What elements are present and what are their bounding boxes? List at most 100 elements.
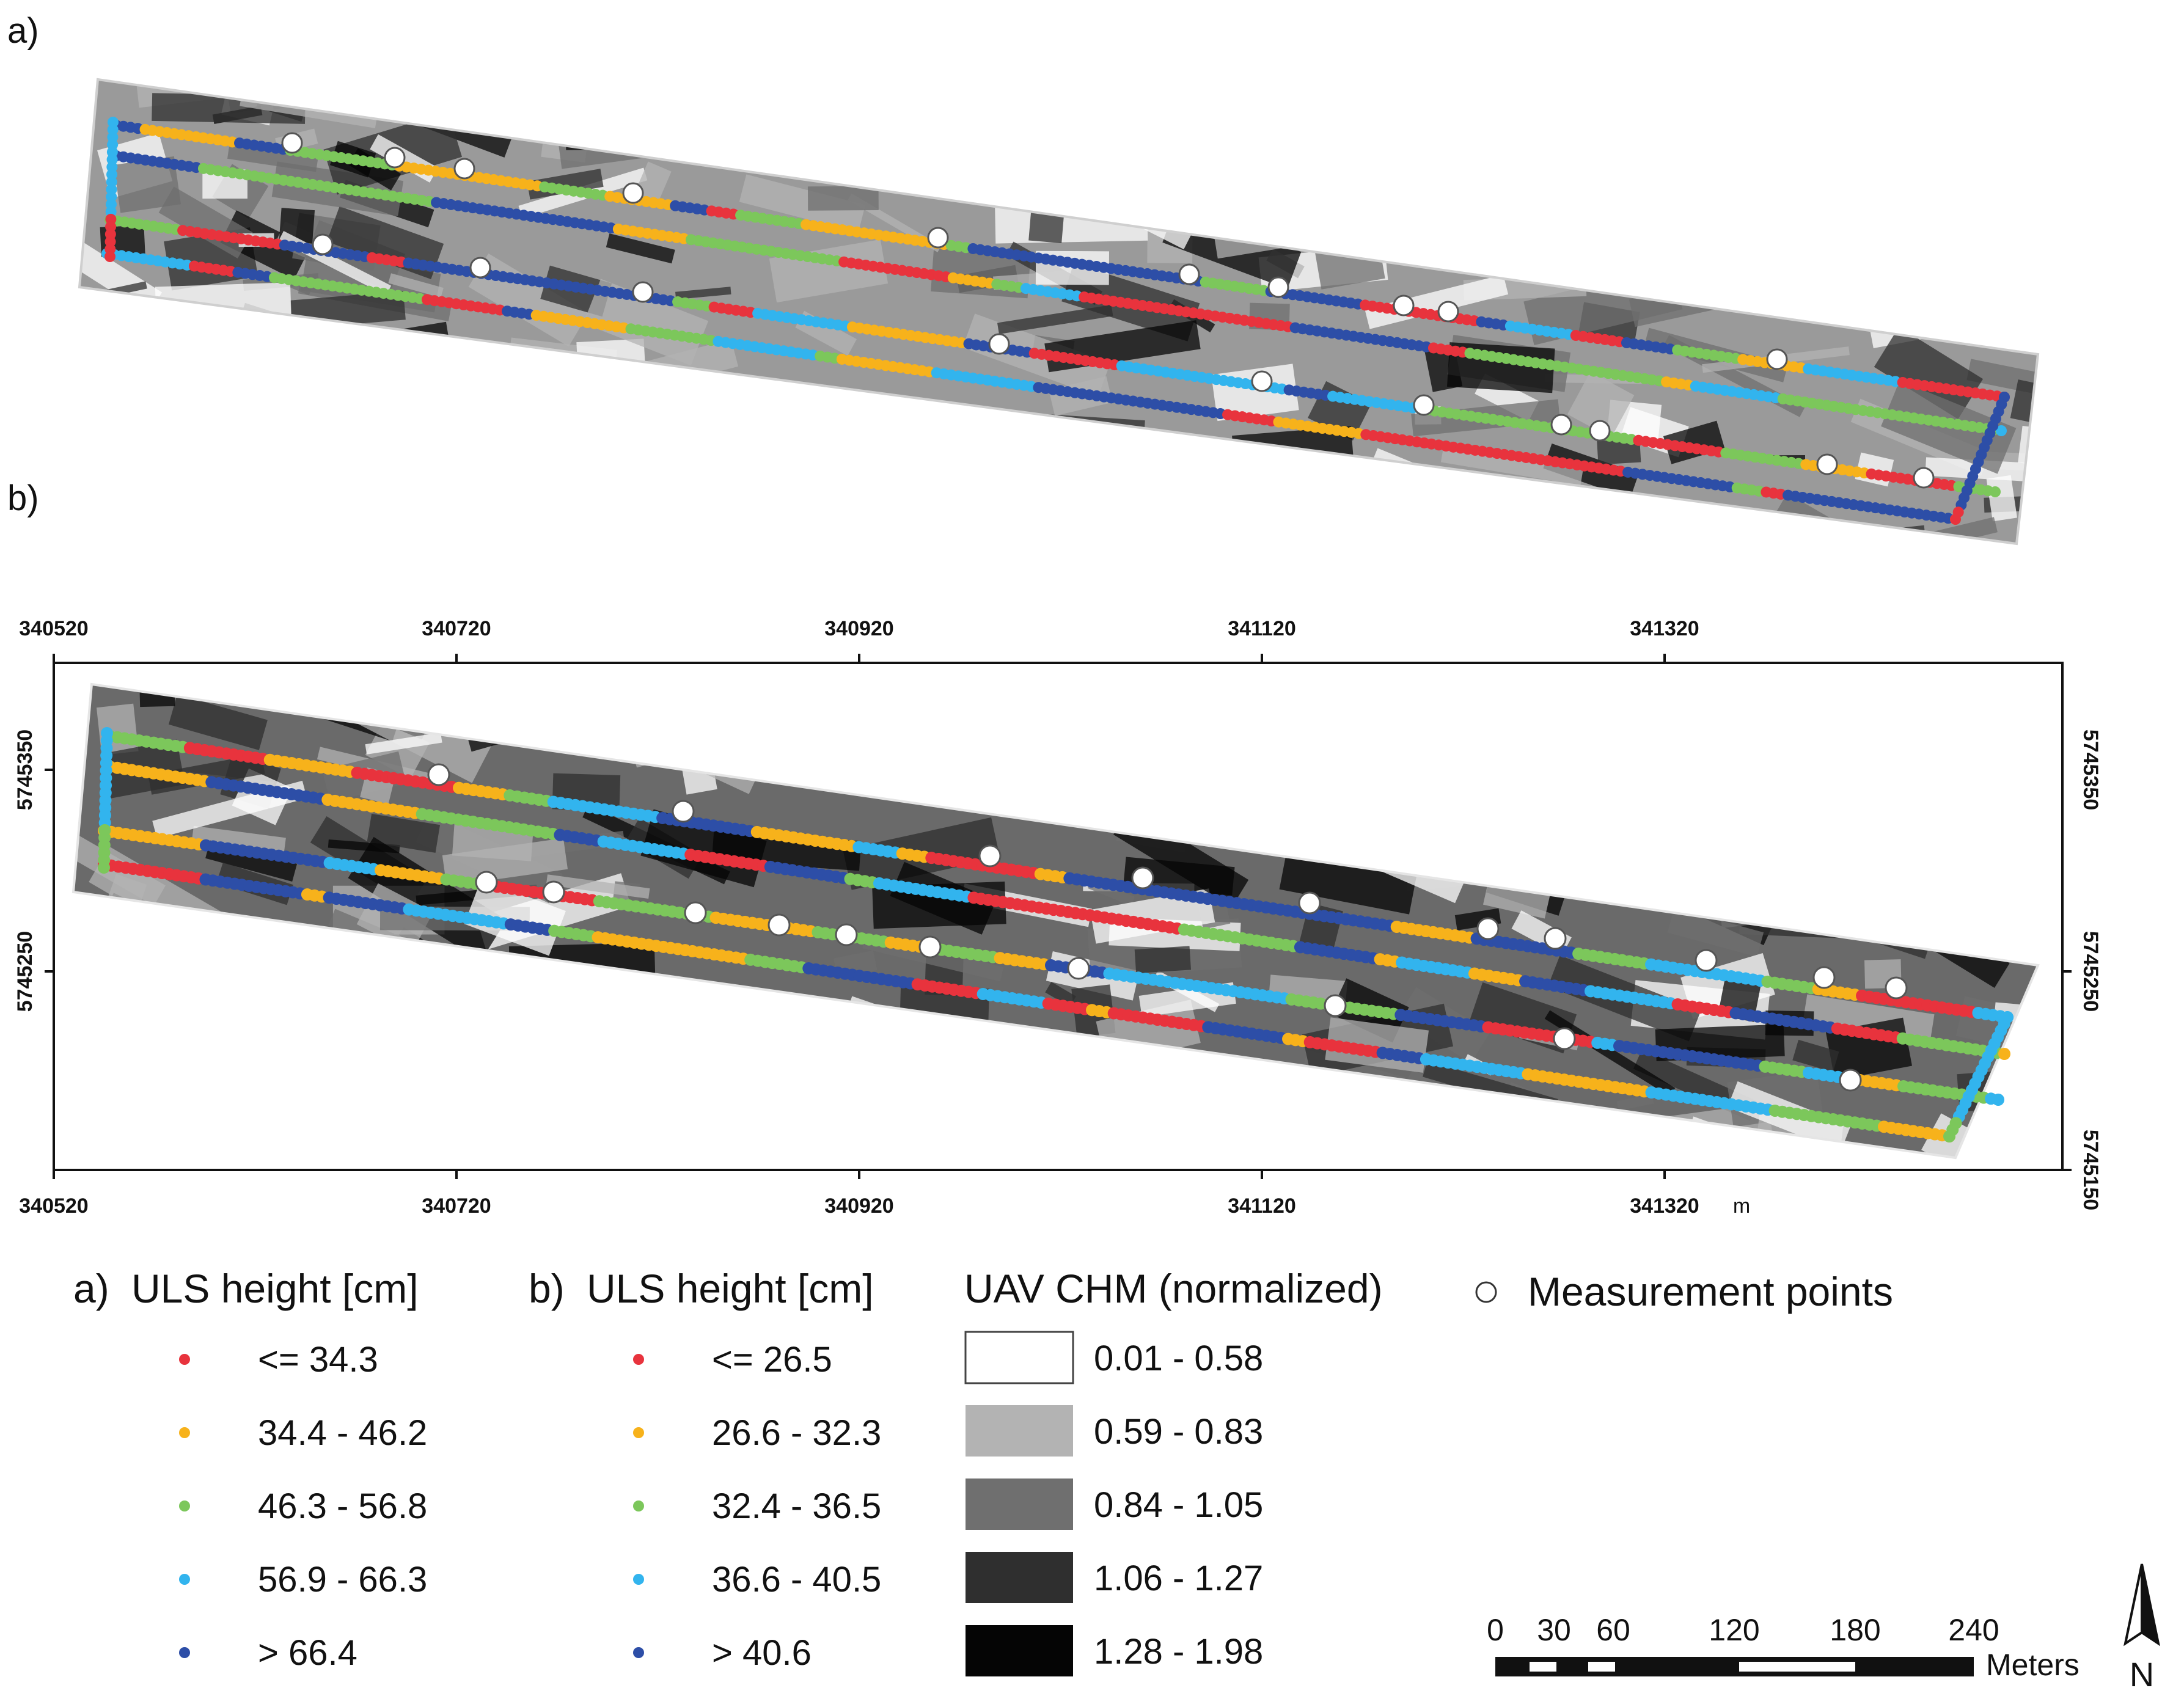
chm-patch [116, 350, 163, 377]
panel-b-uls-track [98, 727, 2014, 1142]
chm-patch [1604, 508, 1714, 544]
chm-patch [1352, 169, 1509, 198]
scale-label-60: 60 [1596, 1613, 1630, 1647]
chm-patch [1000, 442, 1079, 499]
chm-patch [1960, 312, 1995, 344]
legend-b-swatch-1 [633, 1427, 644, 1438]
measurement-point [1816, 453, 1838, 475]
chm-patch [1296, 185, 1382, 206]
chm-patch [675, 287, 731, 300]
chm-patch [2044, 147, 2127, 193]
panel-a-map [78, 62, 2127, 546]
chm-patch [1013, 112, 1108, 172]
chm-patch [974, 522, 1106, 544]
legend-b-label-4: > 40.6 [712, 1633, 812, 1673]
legend-measurement-point-symbol [1475, 1281, 1497, 1303]
legend-a-title: ULS height [cm] [131, 1266, 419, 1311]
measurement-point [1839, 1069, 1862, 1092]
measurement-point [542, 880, 565, 904]
chm-patch [848, 453, 977, 525]
uls-point [1996, 425, 2007, 436]
chm-patch [788, 458, 881, 480]
measurement-point [281, 132, 303, 154]
chm-patch [388, 273, 444, 298]
x-tick-bottom-0: 340520 [19, 1194, 88, 1218]
chm-patch [1327, 113, 1377, 159]
chm-patch [1481, 488, 1585, 525]
chm-patch [606, 233, 675, 264]
chm-patch [1731, 79, 1776, 131]
legend-measurement-points-label: Measurement points [1528, 1269, 1893, 1314]
chm-patch [964, 533, 1108, 544]
chm-patch [640, 809, 767, 888]
chm-patch [231, 419, 309, 491]
chm-patch [417, 479, 515, 544]
x-tick-bottom-3: 341120 [1228, 1194, 1296, 1218]
chm-patch [595, 62, 642, 78]
chm-patch [79, 539, 162, 544]
chm-patch [823, 508, 870, 544]
chm-patch [285, 370, 400, 440]
panel-a-label: a) [7, 11, 39, 51]
measurement-point [1267, 276, 1289, 298]
chm-patch [807, 186, 879, 211]
measurement-point [1324, 994, 1347, 1017]
chm-patch [750, 505, 889, 544]
chm-patch [1663, 420, 1725, 464]
chm-patch [248, 511, 396, 544]
chm-patch [1536, 145, 1653, 194]
legend-chm-swatch-4 [966, 1625, 1073, 1676]
measurement-point [978, 844, 1002, 868]
y-tick-right-2: 5745150 [2079, 1130, 2102, 1210]
chm-patch [571, 79, 713, 145]
measurement-point [918, 935, 942, 959]
legend-a-swatch-2 [179, 1500, 190, 1511]
x-axis-unit: m [1733, 1194, 1750, 1218]
legend-a-items: <= 34.3 34.4 - 46.2 46.3 - 56.8 56.9 - 6… [179, 1340, 427, 1673]
legend-a-label-3: 56.9 - 66.3 [258, 1560, 427, 1599]
chm-patch [1730, 514, 1812, 544]
north-label: N [2130, 1655, 2154, 1694]
chm-patch [538, 390, 650, 438]
chm-patch [155, 282, 292, 327]
chm-patch [291, 439, 388, 511]
chm-patch [1621, 185, 1740, 244]
chm-patch [1985, 240, 2038, 334]
chm-patch [1562, 221, 1674, 254]
legend-a-label-0: <= 34.3 [258, 1340, 378, 1380]
measurement-point [1553, 1027, 1576, 1050]
legend-a-swatch-0 [179, 1354, 190, 1365]
chm-patch [107, 455, 180, 507]
chm-patch [148, 753, 265, 795]
legend-b-swatch-3 [633, 1574, 644, 1585]
chm-patch [298, 485, 432, 544]
panel-b-map: 340520 340720 340920 341120 341320 34052… [13, 617, 2102, 1218]
scale-bar-segment-b [1588, 1662, 1615, 1672]
chm-patch [1211, 79, 1315, 150]
scale-label-0: 0 [1487, 1613, 1504, 1647]
legend-chm-swatch-0 [964, 1331, 1074, 1384]
chm-patch [133, 371, 174, 390]
legend-chm-swatch-1 [966, 1405, 1073, 1457]
chm-patch [565, 109, 599, 150]
measurement-point [1695, 949, 1718, 972]
chm-patch [1444, 79, 1588, 81]
chm-patch [442, 838, 568, 886]
measurement-point [384, 147, 406, 169]
chm-patch [1558, 494, 1651, 544]
measurement-point [469, 257, 491, 279]
legend-b-label-1: 26.6 - 32.3 [712, 1413, 881, 1453]
legend-chm-swatch-3 [966, 1552, 1073, 1603]
chm-patch [1946, 219, 2034, 281]
chm-patch [1079, 503, 1233, 538]
chm-patch [992, 101, 1147, 203]
y-tick-right-0: 5745350 [2079, 729, 2102, 810]
chm-patch [546, 874, 650, 899]
chm-patch [1825, 229, 1883, 248]
chm-patch [1041, 86, 1105, 116]
legend-a-prefix: a) [73, 1266, 109, 1311]
measurement-point [672, 800, 695, 823]
measurement-point [1131, 866, 1154, 890]
chm-patch [887, 406, 969, 434]
measurement-point [768, 913, 791, 937]
